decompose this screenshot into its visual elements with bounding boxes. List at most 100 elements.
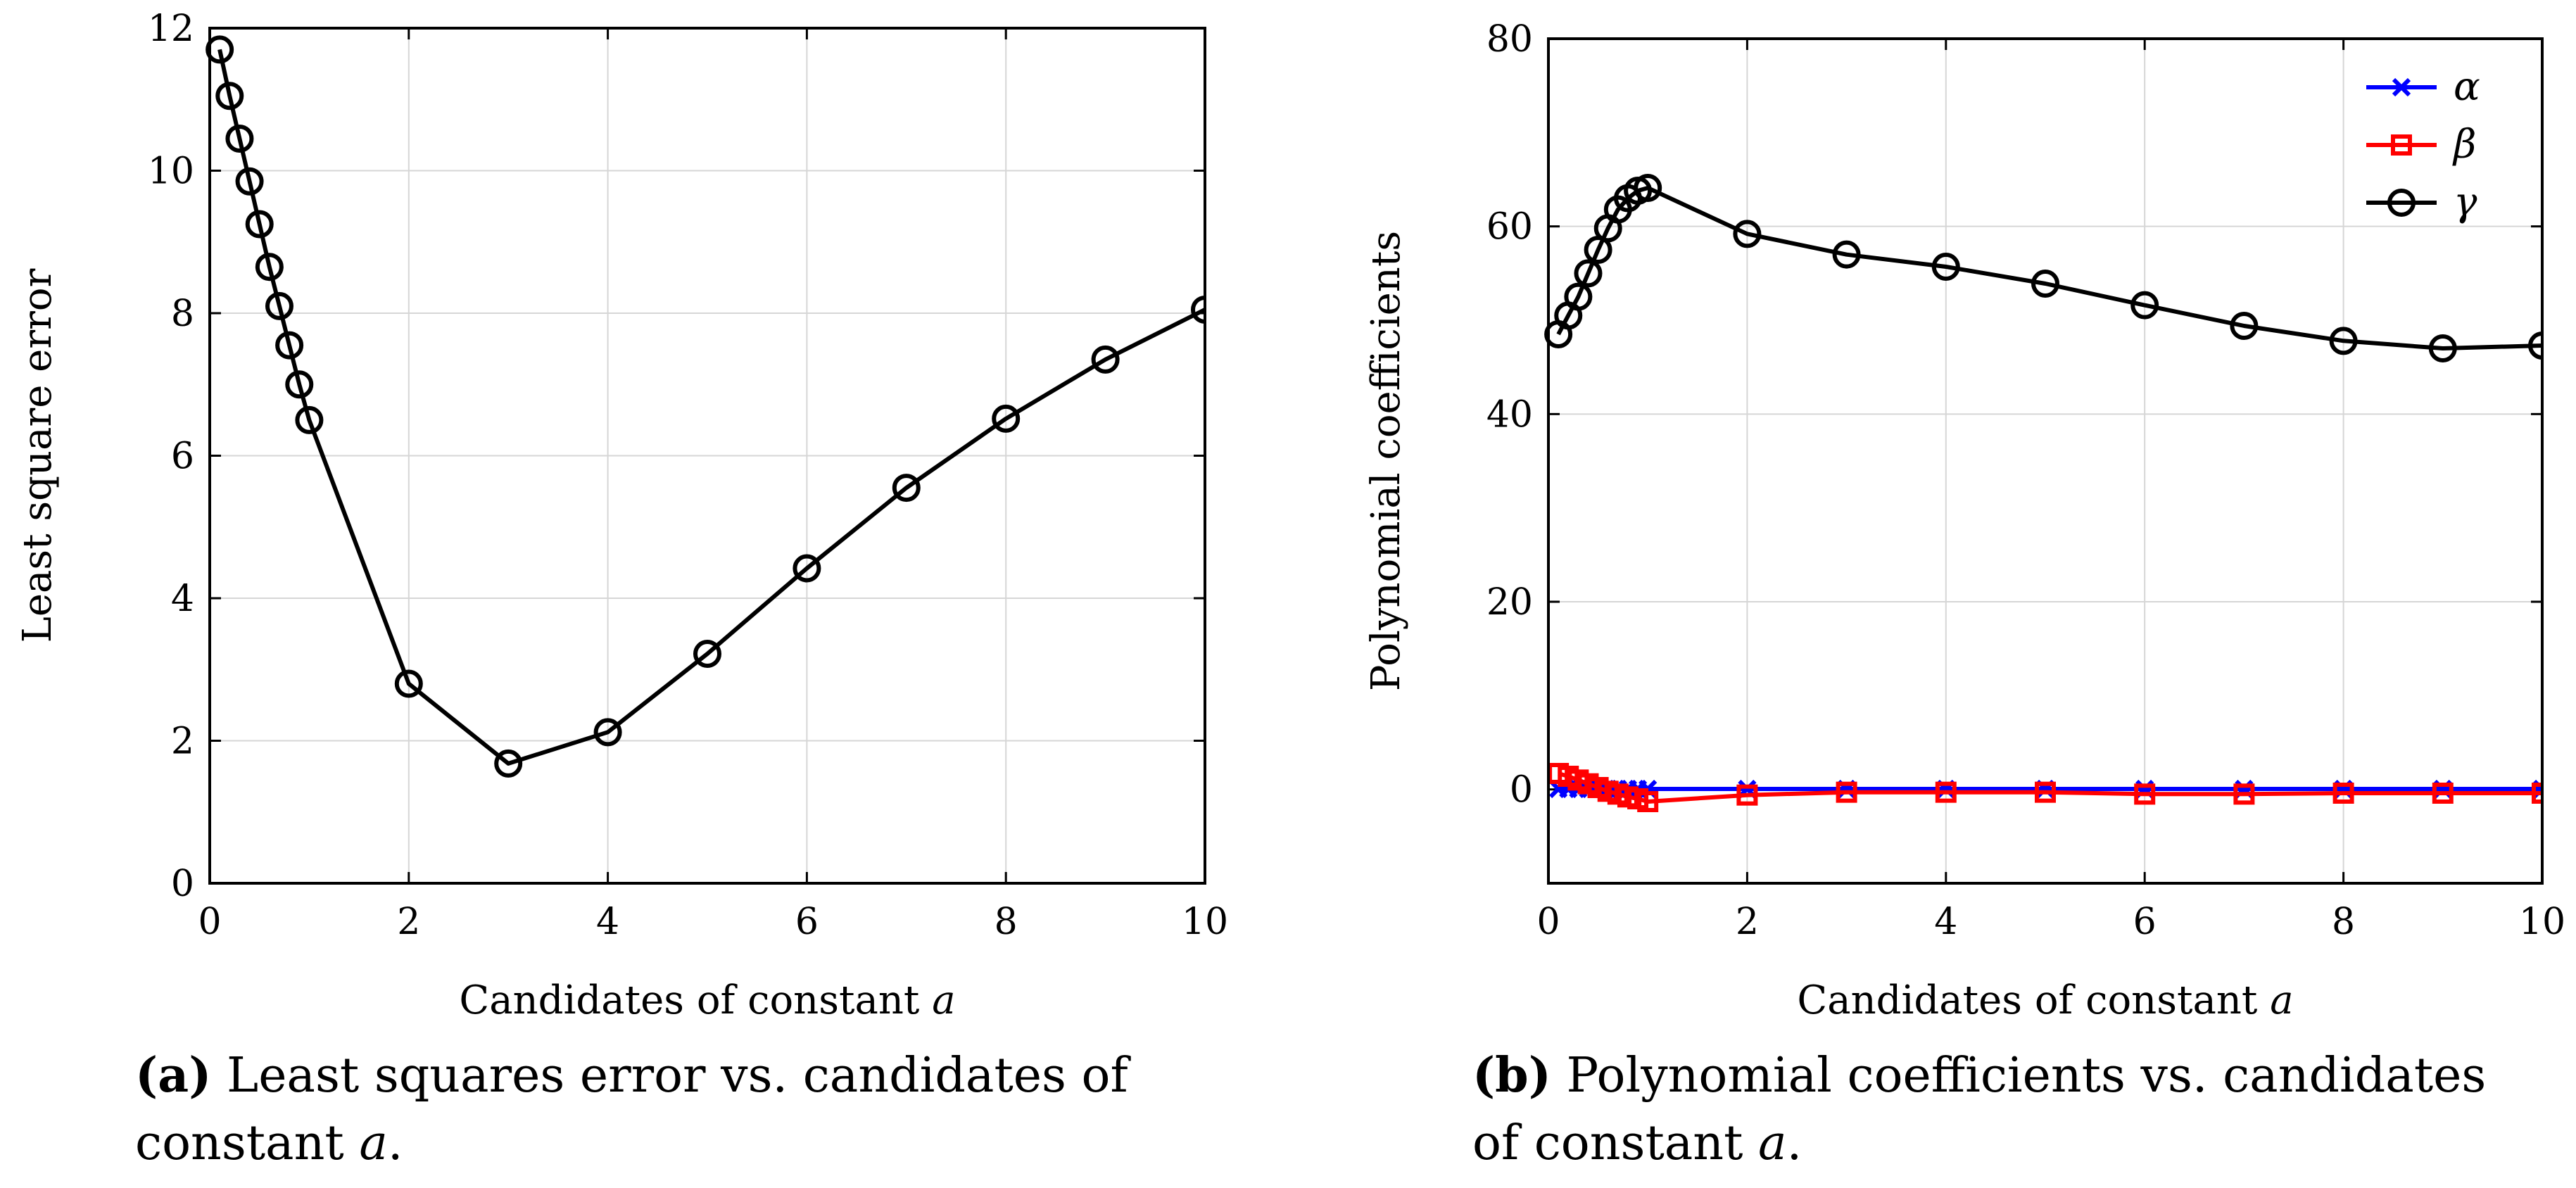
data-point	[2329, 327, 2358, 355]
data-point	[1634, 174, 1662, 202]
data-point	[593, 718, 622, 747]
data-point	[2035, 781, 2056, 803]
data-point	[1931, 253, 1960, 281]
data-point	[2528, 331, 2542, 360]
caption-b-label: (b)	[1472, 1047, 1551, 1104]
caption-b-text: Polynomial coefficients vs. candidates o…	[1472, 1048, 2487, 1171]
x-axis-label-text: Candidates of constant	[1797, 978, 2270, 1023]
y-tick-label: 20	[1486, 581, 1533, 624]
x-tick-label: 8	[995, 901, 1018, 943]
data-point	[1574, 259, 1603, 288]
data-point	[265, 291, 293, 320]
y-tick-label: 0	[171, 863, 194, 905]
caption-variable: a	[359, 1116, 388, 1171]
y-tick-label: 10	[148, 151, 194, 193]
x-axis-label-var: a	[2270, 978, 2293, 1023]
x-tick-label: 8	[2332, 901, 2355, 943]
caption-variable: a	[1758, 1116, 1787, 1171]
chart-least-square-error: 0 2 4 6 8 10 0 2 4 6 8 10 12 Candidates of constant a…	[15, 8, 1228, 1023]
data-point	[1091, 345, 1120, 374]
y-axis-label: Polynomial coefficients	[1363, 231, 1409, 691]
data-point	[2031, 270, 2059, 298]
data-point	[1637, 791, 1659, 812]
data-point	[2233, 783, 2255, 805]
plot-frame	[1547, 37, 2544, 885]
y-axis-label: Least square error	[15, 268, 61, 643]
legend-item: γ	[2366, 179, 2477, 225]
data-point	[215, 82, 244, 110]
caption-a-text: Least squares error vs. candidates of co…	[135, 1048, 1128, 1171]
caption-a: (a) Least squares error vs. candidates o…	[135, 1042, 1191, 1177]
y-tick-label: 80	[1486, 18, 1533, 61]
x-axis-label: Candidates of constant a	[1797, 978, 2293, 1023]
data-point	[1836, 781, 1857, 803]
x-tick-label: 6	[2133, 901, 2157, 943]
data-point	[225, 124, 254, 153]
y-tick-label: 40	[1486, 393, 1533, 436]
data-point	[1191, 295, 1205, 324]
data-point	[206, 35, 234, 64]
x-tick-label: 2	[1736, 901, 1759, 943]
x-tick-label: 0	[198, 901, 221, 943]
data-point	[255, 253, 284, 282]
data-point	[245, 210, 274, 239]
legend-marker	[2391, 134, 2412, 156]
data-point	[2428, 334, 2457, 362]
y-tick-label: 8	[171, 293, 194, 335]
legend-marker	[2392, 77, 2411, 97]
data-point	[1733, 220, 1762, 248]
x-tick-label: 6	[795, 901, 819, 943]
y-tick-label: 6	[171, 436, 194, 478]
x-tick-label: 10	[1182, 901, 1228, 943]
data-point	[1935, 781, 1957, 803]
legend-marker	[2387, 189, 2416, 217]
data-point	[2332, 783, 2354, 804]
y-tick-label: 4	[171, 578, 194, 620]
data-point	[2230, 312, 2259, 340]
data-point	[1736, 784, 1758, 806]
legend-label: β	[2452, 122, 2476, 168]
y-tick-label: 0	[1510, 769, 1533, 811]
plot-frame	[208, 27, 1206, 885]
data-point	[693, 639, 721, 668]
chart-polynomial-coefficients: 0 2 4 6 8 10 0 20 40 60 80 Candidates of constant a…	[1363, 18, 2565, 1023]
data-point	[2134, 783, 2156, 805]
data-point	[295, 405, 324, 434]
series-line	[217, 49, 1205, 766]
data-point	[394, 669, 423, 698]
legend: αβγ	[2366, 64, 2480, 225]
data-point	[992, 404, 1021, 433]
x-tick-label: 4	[596, 901, 619, 943]
x-tick-label: 2	[397, 901, 420, 943]
legend-item: α	[2366, 64, 2480, 110]
x-axis-label-text: Candidates of constant	[459, 978, 932, 1023]
data-point	[285, 370, 314, 399]
data-point	[793, 554, 821, 583]
y-tick-label: 12	[148, 8, 194, 50]
data-point	[494, 749, 523, 778]
legend-item: β	[2366, 122, 2476, 168]
data-point	[2130, 291, 2159, 320]
data-point	[1832, 240, 1861, 269]
series-3	[1544, 174, 2542, 362]
caption-b: (b) Polynomial coefficients vs. candidat…	[1472, 1042, 2528, 1177]
data-point	[1564, 282, 1593, 311]
series-2	[1548, 763, 2542, 812]
data-point	[275, 331, 304, 360]
caption-a-label: (a)	[135, 1047, 212, 1104]
x-axis-label-var: a	[932, 978, 955, 1023]
y-tick-label: 60	[1486, 206, 1533, 248]
legend-label: α	[2454, 64, 2480, 110]
series-1	[206, 35, 1205, 778]
x-tick-label: 4	[1934, 901, 1957, 943]
data-point	[235, 167, 264, 196]
x-axis-label: Candidates of constant a	[459, 978, 955, 1023]
x-tick-label: 0	[1536, 901, 1560, 943]
data-point	[892, 474, 921, 503]
data-point	[2432, 783, 2454, 804]
y-tick-label: 2	[171, 721, 194, 763]
data-point	[2532, 783, 2542, 804]
x-tick-label: 10	[2519, 901, 2565, 943]
legend-label: γ	[2454, 179, 2477, 225]
